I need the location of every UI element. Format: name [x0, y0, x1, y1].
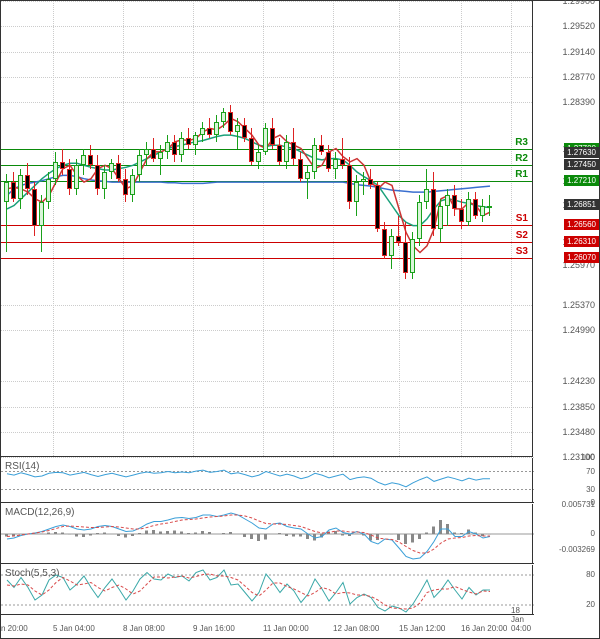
- price-tag: 1.27630: [564, 147, 599, 158]
- y-tick-label: 1.24990: [562, 325, 595, 335]
- price-tag: 1.26560: [564, 219, 599, 230]
- sr-label-r3: R3: [515, 137, 528, 148]
- price-tag: 1.26310: [564, 236, 599, 247]
- y-tick-label: 1.29140: [562, 47, 595, 57]
- x-tick-label: 15 Jan 12:00: [399, 624, 445, 633]
- price-y-axis: 1.299001.295201.291401.287701.283901.277…: [532, 1, 599, 457]
- rsi-panel[interactable]: RSI(14): [1, 458, 534, 503]
- stoch-plot: [1, 565, 534, 615]
- x-tick-label: n 20:00: [1, 624, 28, 633]
- sr-label-s3: S3: [516, 246, 528, 257]
- price-tag: 1.27210: [564, 175, 599, 186]
- y-tick-label: 1.28770: [562, 72, 595, 82]
- y-tick-label: 1.23480: [562, 427, 595, 437]
- macd-plot: [1, 504, 534, 564]
- rsi-y-axis: 03070100: [532, 458, 599, 503]
- x-tick-label: 11 Jan 00:00: [263, 624, 309, 633]
- x-tick-label: 9 Jan 16:00: [193, 624, 235, 633]
- price-tag: 1.27450: [564, 159, 599, 170]
- sr-label-s2: S2: [516, 230, 528, 241]
- price-tag: 1.26070: [564, 252, 599, 263]
- y-tick-label: 1.25370: [562, 300, 595, 310]
- chart-container: R3 R2 R1 S1 S2 S3 1.29900 1.29520 1.29140 1.2877…: [0, 0, 600, 639]
- sr-label-r2: R2: [515, 153, 528, 164]
- y-tick-label: 1.28390: [562, 97, 595, 107]
- y-tick-label: 1.23850: [562, 402, 595, 412]
- x-tick-label: 12 Jan 08:00: [333, 624, 379, 633]
- sr-label-r1: R1: [515, 169, 528, 180]
- y-tick-label: 1.29520: [562, 21, 595, 31]
- price-tag: 1.26851: [564, 199, 599, 210]
- rsi-line: [1, 458, 534, 503]
- moving-averages: [1, 1, 534, 457]
- x-tick-label: 18 Jan 04:00: [511, 606, 534, 633]
- y-tick-label: 1.24230: [562, 376, 595, 386]
- x-tick-label: 16 Jan 20:00: [461, 624, 507, 633]
- sr-label-s1: S1: [516, 213, 528, 224]
- y-tick-label: 1.29900: [562, 0, 595, 6]
- time-x-axis: n 20:00 5 Jan 04:00 8 Jan 08:00 9 Jan 16:00…: [1, 614, 534, 638]
- macd-y-axis: 0.0057310-0.003269: [532, 504, 599, 564]
- macd-panel[interactable]: MACD(12,26,9): [1, 504, 534, 564]
- stoch-panel[interactable]: Stoch(5,5,3): [1, 565, 534, 615]
- x-tick-label: 5 Jan 04:00: [53, 624, 95, 633]
- x-tick-label: 8 Jan 08:00: [123, 624, 165, 633]
- price-chart-panel[interactable]: R3 R2 R1 S1 S2 S3: [1, 1, 534, 457]
- stoch-y-axis: 2080: [532, 565, 599, 615]
